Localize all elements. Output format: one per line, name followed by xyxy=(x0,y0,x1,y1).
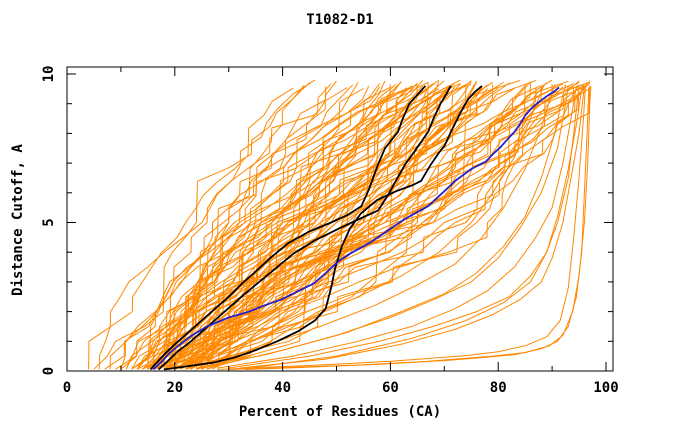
x-tick-label: 80 xyxy=(490,380,507,396)
orange-model-curve xyxy=(228,85,580,369)
orange-model-curve xyxy=(239,85,585,369)
orange-model-curve xyxy=(174,83,461,370)
x-tick-label: 0 xyxy=(63,380,71,396)
orange-model-curve xyxy=(163,79,440,370)
x-tick-label: 20 xyxy=(166,380,183,396)
orange-model-curve xyxy=(158,82,434,370)
orange-model-curve xyxy=(179,84,585,370)
orange-model-curve xyxy=(147,84,526,370)
y-tick-label: 5 xyxy=(41,218,57,226)
orange-model-curve xyxy=(190,87,591,370)
orange-model-curve xyxy=(212,84,567,367)
black-highlight-curve xyxy=(163,85,483,371)
orange-model-curve xyxy=(185,84,545,365)
orange-model-curve xyxy=(169,82,548,370)
orange-model-curve xyxy=(190,85,499,370)
orange-model-curve xyxy=(158,82,429,370)
y-tick-label: 0 xyxy=(41,367,57,375)
orange-model-curve xyxy=(120,80,337,370)
orange-model-curve xyxy=(174,81,504,370)
orange-model-curve xyxy=(179,80,472,370)
black-highlight-curve xyxy=(149,85,427,371)
orange-model-curve xyxy=(201,84,580,370)
orange-model-curve xyxy=(217,85,577,369)
orange-model-curve xyxy=(196,85,591,370)
orange-model-curve xyxy=(109,86,327,370)
orange-model-curve xyxy=(136,81,429,370)
orange-model-curve xyxy=(152,82,461,370)
orange-outlier-curve xyxy=(217,85,586,370)
chart-title: T1082-D1 xyxy=(306,12,374,28)
orange-model-curve xyxy=(131,84,418,370)
plot-frame xyxy=(66,66,614,372)
orange-model-curve xyxy=(158,80,472,370)
orange-model-curve xyxy=(196,82,510,370)
x-tick-label: 100 xyxy=(593,380,618,396)
orange-model-curve xyxy=(142,81,402,370)
orange-model-curve xyxy=(158,86,564,370)
blue-highlight-curve xyxy=(152,86,560,371)
orange-model-curve xyxy=(147,87,413,370)
orange-model-curve xyxy=(104,79,316,370)
y-axis-label: Distance Cutoff, A xyxy=(10,144,26,296)
orange-model-curve xyxy=(131,86,381,370)
orange-model-curve xyxy=(142,88,440,370)
orange-model-curve xyxy=(88,87,294,370)
orange-model-curve xyxy=(196,84,556,366)
orange-model-curve xyxy=(174,86,585,370)
orange-model-curve xyxy=(147,85,451,370)
orange-model-curve xyxy=(153,84,553,370)
y-tick-label: 10 xyxy=(41,66,57,83)
orange-model-curve xyxy=(250,84,585,369)
orange-model-curve xyxy=(168,80,580,370)
orange-model-curve xyxy=(125,87,407,370)
x-tick-label: 60 xyxy=(382,380,399,396)
orange-model-curve xyxy=(152,85,418,370)
orange-model-curve xyxy=(98,82,310,370)
orange-outlier-curve xyxy=(244,85,592,370)
x-axis-label: Percent of Residues (CA) xyxy=(238,404,442,420)
black-highlight-curve xyxy=(157,85,452,371)
x-tick-label: 40 xyxy=(274,380,291,396)
